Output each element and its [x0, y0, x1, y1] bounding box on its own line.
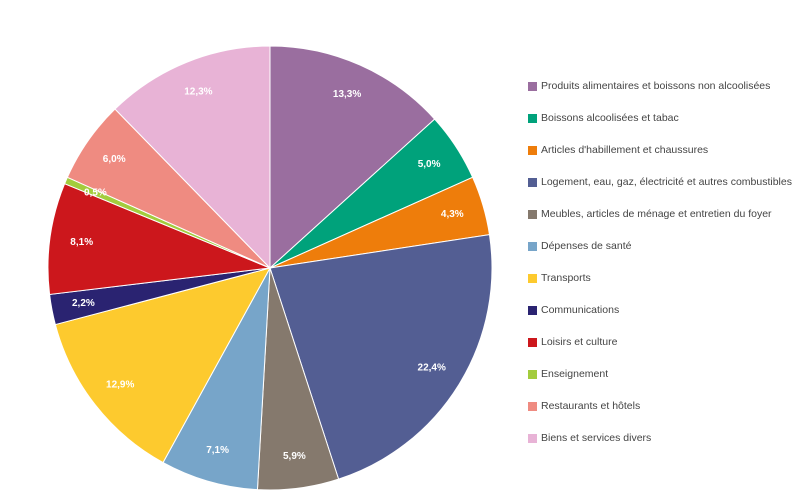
legend-swatch — [528, 370, 537, 379]
legend-label: Enseignement — [541, 368, 609, 380]
slice-value-label: 8,1% — [70, 237, 93, 248]
legend-label: Restaurants et hôtels — [541, 400, 641, 412]
legend-swatch — [528, 434, 537, 443]
legend-label: Logement, eau, gaz, électricité et autre… — [541, 176, 792, 188]
legend-swatch — [528, 146, 537, 155]
legend-label: Produits alimentaires et boissons non al… — [541, 80, 771, 92]
legend-item: Logement, eau, gaz, électricité et autre… — [528, 175, 798, 207]
legend-swatch — [528, 306, 537, 315]
legend-item: Boissons alcoolisées et tabac — [528, 111, 798, 143]
legend-item: Articles d'habillement et chaussures — [528, 143, 798, 175]
legend: Produits alimentaires et boissons non al… — [528, 79, 798, 463]
slice-value-label: 12,3% — [184, 87, 212, 98]
legend-label: Communications — [541, 304, 620, 316]
legend-item: Loisirs et culture — [528, 335, 798, 367]
legend-label: Biens et services divers — [541, 432, 652, 444]
legend-item: Biens et services divers — [528, 431, 798, 463]
legend-item: Produits alimentaires et boissons non al… — [528, 79, 798, 111]
pie-slice — [269, 45, 436, 270]
legend-swatch — [528, 274, 537, 283]
slice-value-label: 7,1% — [206, 445, 229, 456]
slice-value-label: 5,9% — [283, 451, 306, 462]
legend-item: Transports — [528, 271, 798, 303]
legend-label: Loisirs et culture — [541, 336, 618, 348]
legend-item: Meubles, articles de ménage et entretien… — [528, 207, 798, 239]
slice-value-label: 12,9% — [106, 380, 134, 391]
legend-label: Transports — [541, 272, 591, 284]
legend-item: Enseignement — [528, 367, 798, 399]
pie-slice — [269, 234, 493, 480]
pie-slice — [54, 267, 271, 464]
slice-value-label: 22,4% — [418, 362, 446, 373]
pie-slice — [47, 183, 272, 295]
legend-swatch — [528, 114, 537, 123]
legend-swatch — [528, 242, 537, 251]
legend-swatch — [528, 210, 537, 219]
slice-value-label: 13,3% — [333, 89, 361, 100]
slice-value-label: 2,2% — [72, 298, 95, 309]
legend-item: Dépenses de santé — [528, 239, 798, 271]
pie-chart: 13,3% 5,0% 4,3% 22,4% 5,9% 7,1% 12,9% 2,2% 8,1% 0… — [47, 45, 493, 491]
legend-label: Boissons alcoolisées et tabac — [541, 112, 679, 124]
legend-label: Articles d'habillement et chaussures — [541, 144, 709, 156]
legend-swatch — [528, 178, 537, 187]
legend-swatch — [528, 402, 537, 411]
slice-value-label: 6,0% — [103, 154, 126, 165]
pie-labels: 13,3% 5,0% 4,3% 22,4% 5,9% 7,1% 12,9% 2,2% 8,1% 0… — [70, 87, 464, 462]
legend-item: Communications — [528, 303, 798, 335]
slice-value-label: 5,0% — [418, 159, 441, 170]
slice-value-label: 4,3% — [441, 209, 464, 220]
pie-slice — [114, 45, 271, 270]
legend-item: Restaurants et hôtels — [528, 399, 798, 431]
legend-label: Dépenses de santé — [541, 240, 632, 252]
pie-slices — [47, 45, 493, 491]
legend-label: Meubles, articles de ménage et entretien… — [541, 208, 772, 220]
legend-swatch — [528, 338, 537, 347]
slice-value-label: 0,5% — [84, 188, 107, 199]
legend-swatch — [528, 82, 537, 91]
